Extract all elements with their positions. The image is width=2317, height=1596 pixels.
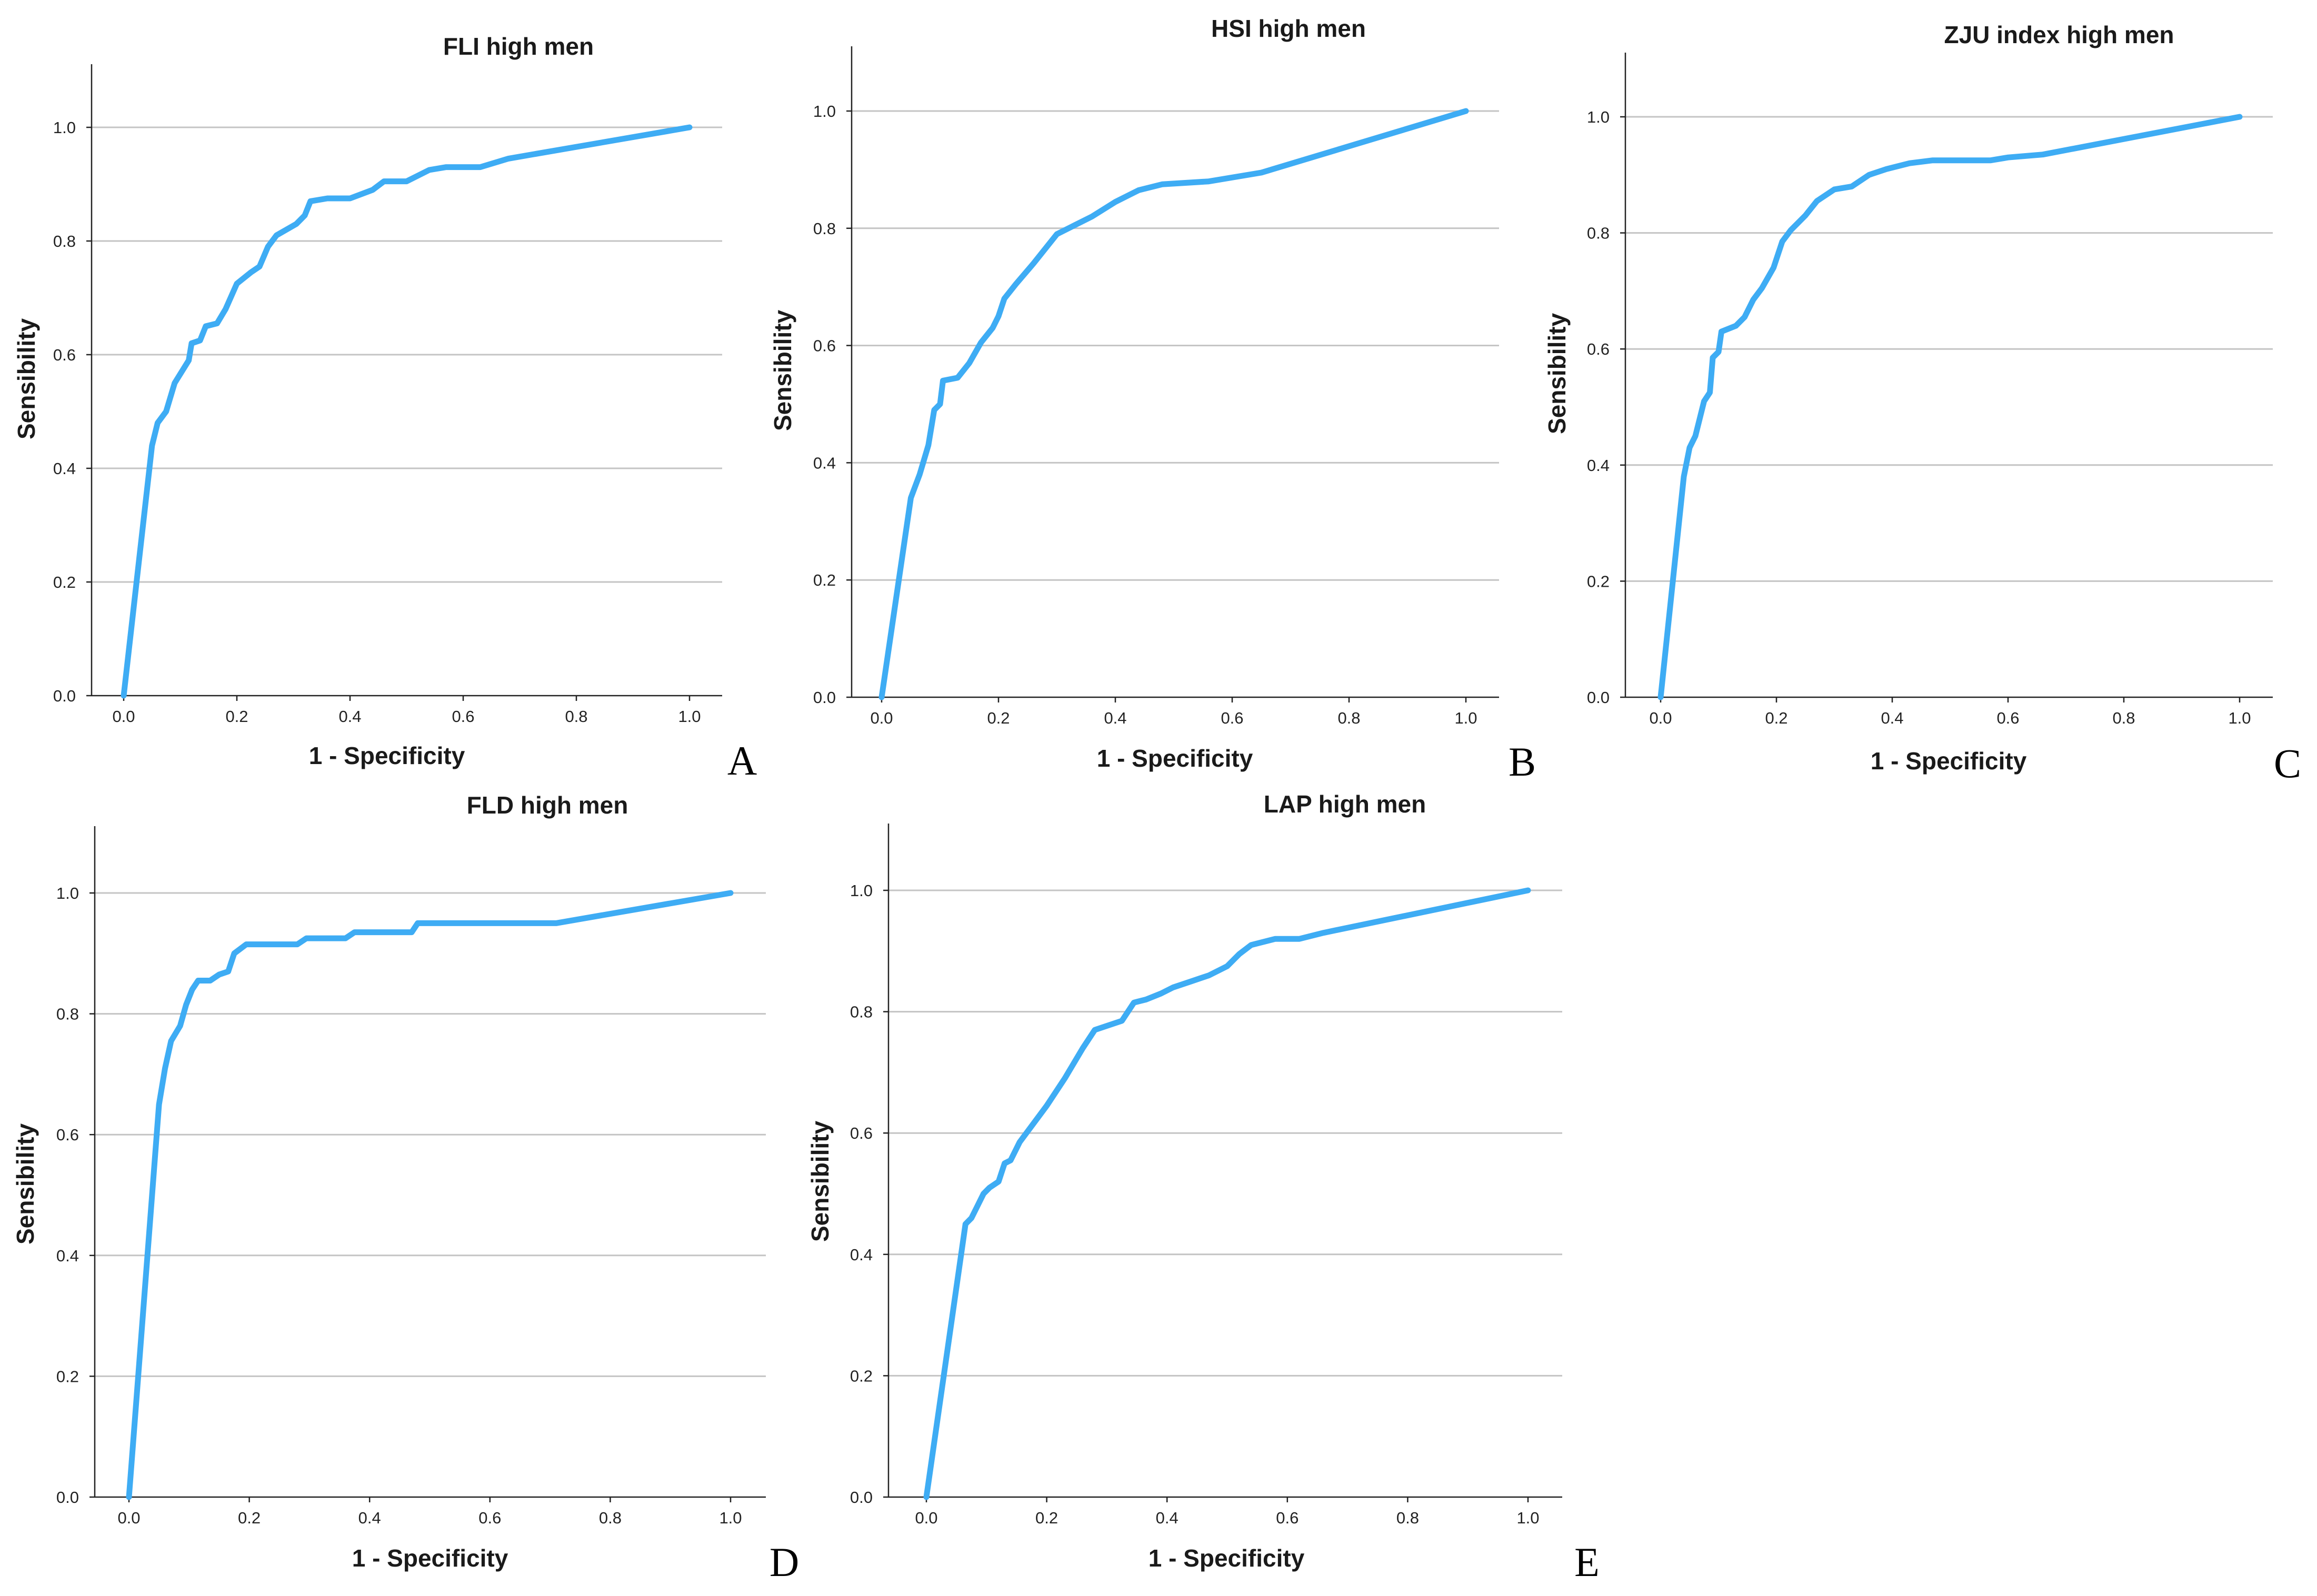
y-tick-label: 0.0 (813, 688, 836, 707)
x-tick-label: 0.2 (987, 709, 1010, 727)
chart-panel-e: LAP high men 1 - Specificity Sensibility… (806, 790, 1600, 1585)
x-tick-label: 0.2 (225, 707, 248, 726)
y-tick-label: 1.0 (1587, 108, 1610, 126)
y-tick-label: 0.4 (53, 459, 76, 478)
y-tick-label: 0.6 (813, 337, 836, 355)
y-tick-label: 0.8 (56, 1005, 79, 1023)
x-tick-label: 0.0 (915, 1509, 937, 1527)
x-tick-label: 1.0 (1516, 1509, 1539, 1527)
y-tick-label: 0.4 (56, 1247, 79, 1265)
x-axis-label: 1 - Specificity (1871, 747, 2027, 775)
x-tick-label: 1.0 (719, 1509, 742, 1527)
x-tick-label: 0.0 (112, 707, 135, 726)
x-axis-label: 1 - Specificity (309, 742, 465, 769)
roc-curve-line (1657, 114, 2243, 700)
panel-letter: B (1509, 739, 1536, 785)
x-tick-label: 1.0 (2228, 709, 2251, 727)
roc-curve-line (878, 108, 1469, 700)
x-tick-label: 0.6 (1221, 709, 1243, 727)
x-tick-label: 0.6 (1996, 709, 2019, 727)
panel-letter: E (1574, 1539, 1600, 1585)
y-tick-label: 1.0 (56, 884, 79, 902)
x-axis-label: 1 - Specificity (1097, 745, 1253, 772)
x-tick-label: 0.6 (1276, 1509, 1299, 1527)
chart-panel-a: FLI high men 1 - Specificity Sensibility… (13, 33, 757, 784)
y-tick-label: 0.6 (56, 1126, 79, 1144)
y-tick-label: 0.2 (56, 1367, 79, 1386)
panel-letter: D (770, 1539, 799, 1585)
chart-title: LAP high men (1264, 790, 1426, 818)
y-tick-label: 0.0 (53, 687, 76, 705)
y-tick-label: 1.0 (850, 881, 873, 900)
y-tick-label: 0.2 (1587, 572, 1610, 590)
x-tick-label: 0.4 (1104, 709, 1126, 727)
x-tick-label: 0.6 (452, 707, 474, 726)
y-tick-label: 0.0 (850, 1488, 873, 1507)
x-tick-label: 1.0 (1454, 709, 1477, 727)
y-tick-label: 0.4 (1587, 456, 1610, 475)
x-tick-label: 0.4 (338, 707, 361, 726)
y-tick-label: 0.8 (813, 219, 836, 238)
y-tick-label: 0.8 (53, 232, 76, 250)
y-tick-label: 0.8 (850, 1003, 873, 1021)
x-tick-label: 0.8 (565, 707, 587, 726)
x-tick-label: 0.4 (1156, 1509, 1179, 1527)
x-tick-label: 0.8 (599, 1509, 622, 1527)
y-tick-label: 0.6 (850, 1124, 873, 1142)
chart-panel-b: HSI high men 1 - Specificity Sensibility… (769, 15, 1536, 785)
x-axis-label: 1 - Specificity (1148, 1544, 1305, 1572)
y-tick-label: 0.0 (56, 1488, 79, 1507)
chart-panel-d: FLD high men 1 - Specificity Sensibility… (12, 791, 799, 1585)
panel-letter: A (727, 738, 757, 784)
roc-curve-line (121, 124, 693, 699)
y-tick-label: 0.2 (53, 573, 76, 591)
y-tick-label: 0.8 (1587, 224, 1610, 243)
roc-curve-line (126, 890, 734, 1500)
chart-title: HSI high men (1211, 15, 1366, 42)
chart-title: FLI high men (443, 33, 594, 60)
x-tick-label: 0.8 (2112, 709, 2135, 727)
panel-letter: C (2274, 740, 2301, 786)
y-tick-label: 0.4 (850, 1246, 873, 1264)
chart-title: FLD high men (467, 791, 628, 819)
x-tick-label: 0.0 (870, 709, 893, 727)
y-tick-label: 1.0 (813, 102, 836, 121)
x-tick-label: 0.0 (1649, 709, 1672, 727)
x-tick-label: 0.2 (1035, 1509, 1058, 1527)
x-tick-label: 0.8 (1396, 1509, 1419, 1527)
y-tick-label: 0.6 (1587, 340, 1610, 358)
chart-panel-c: ZJU index high men 1 - Specificity Sensi… (1543, 21, 2301, 786)
x-tick-label: 0.4 (358, 1509, 381, 1527)
x-tick-label: 0.4 (1881, 709, 1903, 727)
x-tick-label: 0.0 (117, 1509, 140, 1527)
roc-curve-line (923, 887, 1531, 1500)
x-tick-label: 0.8 (1337, 709, 1360, 727)
y-axis-label: Sensibility (769, 310, 796, 431)
x-tick-label: 0.2 (238, 1509, 261, 1527)
y-tick-label: 0.6 (53, 346, 76, 364)
y-tick-label: 1.0 (53, 118, 76, 137)
x-tick-label: 0.6 (478, 1509, 501, 1527)
chart-title: ZJU index high men (1944, 21, 2174, 48)
y-axis-label: Sensibility (806, 1121, 834, 1242)
y-tick-label: 0.0 (1587, 688, 1610, 707)
y-tick-label: 0.4 (813, 454, 836, 472)
x-tick-label: 0.2 (1765, 709, 1787, 727)
y-tick-label: 0.2 (813, 571, 836, 589)
x-axis-label: 1 - Specificity (352, 1544, 508, 1572)
y-tick-label: 0.2 (850, 1367, 873, 1385)
x-tick-label: 1.0 (678, 707, 701, 726)
y-axis-label: Sensibility (12, 1123, 39, 1244)
y-axis-label: Sensibility (1543, 313, 1571, 434)
y-axis-label: Sensibility (13, 318, 40, 439)
